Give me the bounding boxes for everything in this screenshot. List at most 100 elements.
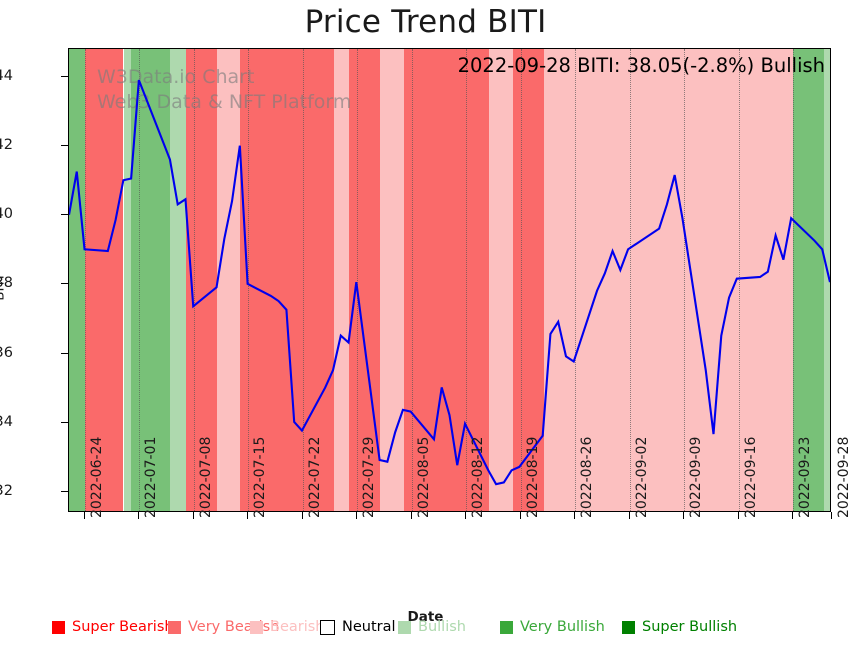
gridline-vertical	[248, 49, 250, 511]
x-tick-mark	[138, 512, 140, 519]
legend: Super Bearish Very Bearish Bearish Neutral B…	[0, 619, 851, 643]
y-tick-mark	[61, 421, 68, 423]
gridline-vertical	[793, 49, 795, 511]
legend-item[interactable]: Bearish	[250, 619, 325, 635]
x-tick-mark	[192, 512, 194, 519]
page-title: Price Trend BITI	[304, 4, 547, 40]
sentiment-band	[824, 49, 830, 511]
x-tick-mark	[737, 512, 739, 519]
sentiment-band	[333, 49, 350, 511]
x-tick-label: 2022-09-23	[797, 436, 814, 518]
y-tick-mark	[61, 144, 68, 146]
legend-item[interactable]: Super Bullish	[622, 619, 737, 635]
x-tick-mark	[465, 512, 467, 519]
legend-label: Very Bullish	[520, 619, 605, 635]
y-tick-mark	[61, 491, 68, 493]
x-tick-label: 2022-09-16	[742, 436, 759, 518]
x-tick-mark	[792, 512, 794, 519]
y-tick-label: 38	[0, 275, 13, 292]
x-tick-label: 2022-07-15	[252, 436, 269, 518]
x-tick-label: 2022-08-12	[470, 436, 487, 518]
x-tick-label: 2022-09-28	[836, 436, 851, 518]
y-tick-mark	[61, 75, 68, 77]
legend-label: Bearish	[270, 619, 325, 635]
x-tick-mark	[301, 512, 303, 519]
price-line	[69, 80, 830, 484]
x-tick-label: 2022-09-02	[633, 436, 650, 518]
gridline-vertical	[738, 49, 740, 511]
x-tick-mark	[519, 512, 521, 519]
x-axis-label: Date	[407, 609, 444, 625]
legend-label: Neutral	[342, 619, 396, 635]
gridline-vertical	[520, 49, 522, 511]
x-tick-mark	[574, 512, 576, 519]
legend-swatch	[52, 620, 65, 634]
sentiment-band	[131, 49, 171, 511]
gridline-vertical	[684, 49, 686, 511]
sentiment-band	[793, 49, 825, 511]
sentiment-band	[123, 49, 132, 511]
legend-swatch	[398, 620, 411, 634]
x-tick-label: 2022-07-08	[197, 436, 214, 518]
x-tick-mark	[356, 512, 358, 519]
legend-swatch	[500, 620, 513, 634]
price-line-series	[69, 49, 830, 512]
sentiment-band	[380, 49, 404, 511]
x-tick-label: 2022-08-19	[524, 436, 541, 518]
sentiment-band	[543, 49, 794, 511]
x-tick-mark	[83, 512, 85, 519]
plot-area: W3Data.io Chart Web3 Data & NFT Platform …	[68, 48, 831, 512]
legend-item[interactable]: Very Bullish	[500, 619, 605, 635]
gridlines	[69, 49, 830, 511]
legend-swatch	[622, 620, 635, 634]
gridline-vertical	[575, 49, 577, 511]
sentiment-band	[84, 49, 124, 511]
gridline-vertical	[193, 49, 195, 511]
x-tick-mark	[247, 512, 249, 519]
legend-item[interactable]: Neutral	[320, 619, 396, 635]
x-tick-mark	[628, 512, 630, 519]
legend-swatch	[320, 619, 335, 635]
sentiment-band	[512, 49, 544, 511]
x-tick-mark	[683, 512, 685, 519]
y-tick-label: 34	[0, 413, 13, 430]
legend-label: Super Bullish	[642, 619, 738, 635]
y-axis-label: BITI	[0, 275, 8, 301]
price-annotation: 2022-09-28 BITI: 38.05(-2.8%) Bullish	[457, 54, 825, 77]
sentiment-band	[403, 49, 490, 511]
y-tick-label: 42	[0, 136, 13, 153]
y-tick-label: 40	[0, 206, 13, 223]
y-tick-label: 32	[0, 483, 13, 500]
x-tick-mark	[831, 512, 832, 519]
gridline-vertical	[629, 49, 631, 511]
x-tick-label: 2022-07-22	[306, 436, 323, 518]
legend-label: Bullish	[418, 619, 466, 635]
gridline-vertical	[411, 49, 413, 511]
x-tick-mark	[410, 512, 412, 519]
legend-item[interactable]: Super Bearish	[52, 619, 174, 635]
x-tick-label: 2022-08-05	[415, 436, 432, 518]
legend-label: Super Bearish	[72, 619, 174, 635]
y-tick-mark	[61, 283, 68, 285]
sentiment-band	[69, 49, 85, 511]
y-tick-label: 44	[0, 67, 13, 84]
y-tick-label: 36	[0, 344, 13, 361]
legend-swatch	[250, 620, 263, 634]
x-tick-label: 2022-08-26	[579, 436, 596, 518]
gridline-vertical	[302, 49, 304, 511]
gridline-vertical	[357, 49, 359, 511]
y-tick-mark	[61, 352, 68, 354]
sentiment-band	[170, 49, 186, 511]
x-tick-label: 2022-06-24	[88, 436, 105, 518]
x-tick-label: 2022-07-01	[143, 436, 160, 518]
legend-item[interactable]: Bullish	[398, 619, 466, 635]
x-tick-label: 2022-07-29	[361, 436, 378, 518]
sentiment-band	[240, 49, 334, 511]
gridline-vertical	[84, 49, 86, 511]
x-tick-label: 2022-09-09	[688, 436, 705, 518]
gridline-vertical	[139, 49, 141, 511]
y-tick-mark	[61, 214, 68, 216]
legend-swatch	[168, 620, 181, 634]
sentiment-band	[216, 49, 241, 511]
